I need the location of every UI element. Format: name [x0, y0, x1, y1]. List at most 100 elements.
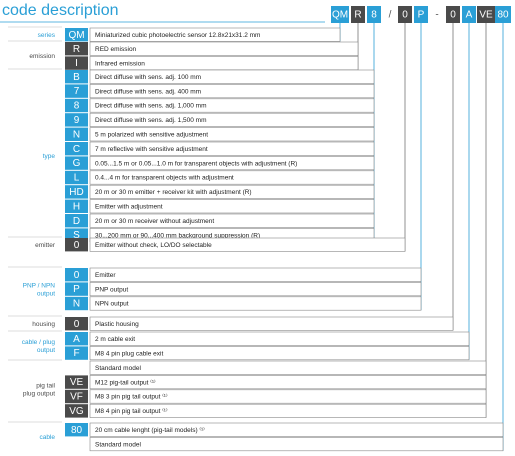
row-description: M8 4 pin pig tail output ⁽¹⁾	[95, 407, 168, 415]
row-description: Miniaturized cubic photoelectric sensor …	[95, 32, 260, 39]
code-segment-box	[414, 6, 428, 23]
code-box	[65, 170, 88, 185]
code-box	[65, 142, 88, 156]
row-code: 0	[74, 270, 80, 281]
row-box	[89, 422, 504, 437]
code-box	[65, 346, 88, 360]
row-description: Standard model	[95, 441, 141, 448]
row-box	[89, 112, 375, 127]
row-code: 0	[74, 240, 80, 251]
code-segment-box	[331, 6, 349, 23]
group-label: housing	[32, 321, 55, 328]
code-box	[65, 199, 88, 213]
code-segment: A	[466, 10, 473, 21]
row-code: A	[73, 334, 80, 345]
code-box	[65, 214, 88, 228]
code-segment: QM	[332, 10, 348, 21]
code-box	[65, 238, 88, 252]
row-box	[89, 127, 375, 142]
row-box	[89, 316, 454, 331]
code-segment: /	[389, 10, 392, 21]
code-box	[65, 332, 88, 346]
group-label: pig tail	[36, 383, 55, 390]
code-box	[65, 423, 88, 437]
group-label: plug output	[23, 391, 55, 398]
row-description: M8 4 pin plug cable exit	[95, 350, 163, 357]
row-box	[89, 331, 470, 346]
row-code: HD	[69, 187, 83, 198]
code-box	[65, 56, 88, 70]
group-label: emission	[29, 53, 55, 60]
row-box	[89, 296, 422, 311]
row-box	[89, 199, 375, 214]
code-segment-box	[351, 6, 365, 23]
row-box	[89, 141, 375, 156]
code-segment-box	[462, 6, 476, 23]
row-box	[89, 27, 341, 42]
row-code: P	[73, 284, 80, 295]
code-box	[65, 70, 88, 84]
row-box	[89, 98, 375, 113]
row-box	[89, 437, 504, 452]
group-label: emitter	[35, 242, 56, 249]
code-segment-box	[495, 6, 511, 23]
row-code: R	[73, 44, 80, 55]
row-description: Plastic housing	[95, 321, 139, 328]
row-box	[89, 41, 359, 56]
row-box	[89, 375, 487, 390]
row-description: 20 cm cable lenght (pig-tail models) ⁽¹⁾	[95, 426, 205, 434]
row-description: PNP output	[95, 286, 128, 293]
code-segment-box	[367, 6, 381, 23]
row-code: I	[75, 58, 78, 69]
code-box	[65, 156, 88, 170]
title: code description	[2, 2, 119, 19]
row-description: 20 m or 30 m emitter + receiver kit with…	[95, 189, 252, 196]
code-segment: 8	[371, 10, 377, 21]
row-code: VE	[70, 377, 84, 388]
row-box	[89, 267, 422, 282]
row-box	[89, 156, 375, 171]
row-box	[89, 184, 375, 199]
code-segment-box	[398, 6, 412, 23]
row-code: B	[73, 72, 80, 83]
row-description: Direct diffuse with sens. adj. 400 mm	[95, 88, 201, 95]
row-code: N	[73, 129, 80, 140]
row-code: N	[73, 299, 80, 310]
row-box	[89, 69, 375, 84]
row-description: Emitter	[95, 272, 116, 279]
code-segment: VE	[479, 10, 493, 21]
row-description: 0.05...1.5 m or 0.05...1.0 m for transpa…	[95, 160, 297, 167]
row-code: 8	[74, 101, 80, 112]
code-box	[65, 268, 88, 282]
code-segment: P	[418, 10, 425, 21]
code-box	[65, 375, 88, 389]
group-label: cable / plug	[22, 339, 56, 346]
code-box	[65, 42, 88, 56]
row-description: M12 pig-tail output ⁽¹⁾	[95, 378, 156, 386]
row-box	[89, 213, 375, 228]
code-box	[65, 127, 88, 141]
code-box	[65, 84, 88, 98]
row-description: Emitter with adjustment	[95, 204, 163, 211]
code-box	[65, 404, 88, 418]
row-code: 80	[71, 425, 83, 436]
code-box	[65, 98, 88, 113]
code-segment: 80	[497, 10, 509, 21]
row-description: Direct diffuse with sens. adj. 1,500 mm	[95, 117, 207, 124]
row-description: M8 3 pin pig tail output ⁽¹⁾	[95, 393, 168, 401]
row-code: 0	[74, 319, 80, 330]
row-box	[89, 403, 487, 418]
code-box	[65, 282, 88, 296]
row-description: 30...200 mm or 90...400 mm background su…	[95, 232, 260, 239]
code-segment-box	[477, 6, 495, 23]
group-label: output	[37, 347, 55, 354]
row-description: 5 m polarized with sensitive adjustment	[95, 132, 208, 139]
row-code: H	[73, 201, 80, 212]
row-description: 2 m cable exit	[95, 336, 135, 343]
row-code: F	[73, 348, 79, 359]
row-code: G	[73, 158, 81, 169]
code-box	[65, 317, 88, 331]
row-box	[89, 237, 406, 252]
row-code: C	[73, 144, 80, 155]
